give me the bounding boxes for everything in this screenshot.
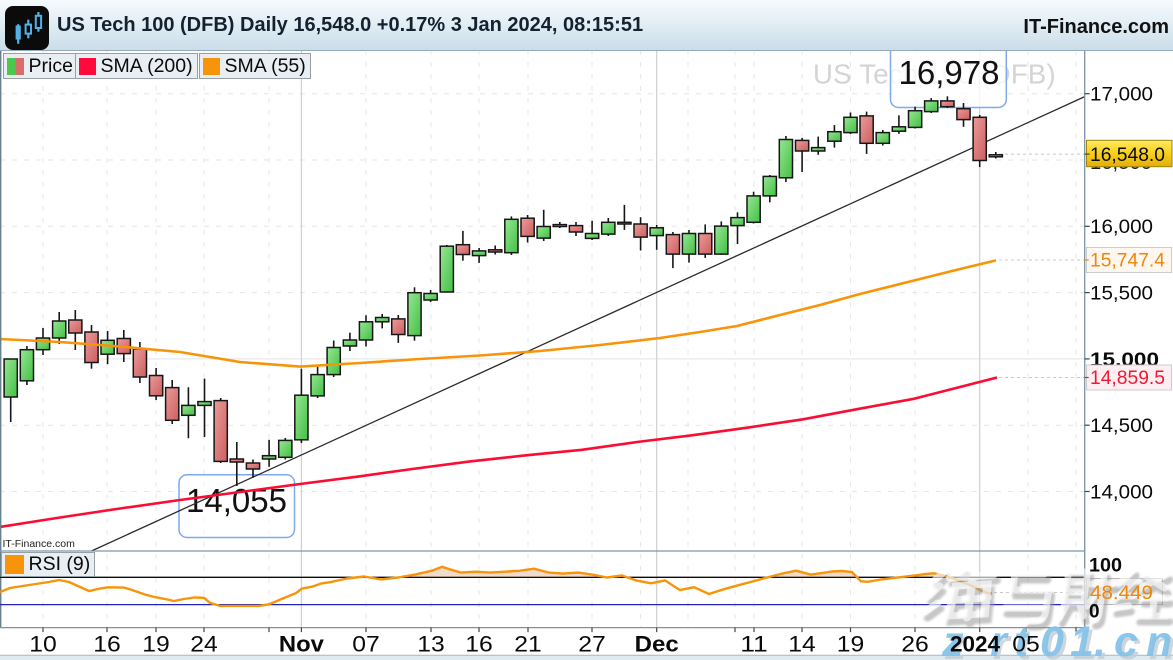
- svg-text:14: 14: [788, 632, 816, 657]
- svg-text:Dec: Dec: [635, 632, 679, 657]
- svg-text:19: 19: [142, 632, 170, 657]
- svg-text:21: 21: [514, 632, 542, 657]
- svg-text:10: 10: [29, 632, 57, 657]
- svg-text:16,548.0: 16,548.0: [1090, 145, 1165, 166]
- svg-text:100: 100: [1089, 556, 1122, 577]
- svg-text:14,000: 14,000: [1090, 482, 1153, 503]
- svg-text:0: 0: [1040, 618, 1064, 660]
- svg-text:24: 24: [190, 632, 218, 657]
- svg-text:11: 11: [740, 632, 768, 657]
- svg-text:0: 0: [1043, 621, 1067, 660]
- svg-text:27: 27: [578, 632, 606, 657]
- svg-text:16: 16: [93, 632, 121, 657]
- svg-text:1: 1: [1070, 618, 1094, 660]
- svg-text:t: t: [1017, 621, 1033, 660]
- svg-text:n: n: [1146, 618, 1172, 660]
- svg-text:n: n: [1149, 621, 1173, 660]
- svg-text:26: 26: [901, 632, 929, 657]
- svg-text:2024: 2024: [950, 632, 1001, 657]
- svg-text:c: c: [1117, 621, 1141, 660]
- svg-text:1: 1: [1073, 621, 1097, 660]
- svg-text:IT-Finance.com: IT-Finance.com: [3, 538, 76, 550]
- svg-text:c: c: [1114, 618, 1138, 660]
- svg-text:15,747.4: 15,747.4: [1090, 251, 1165, 272]
- svg-text:16: 16: [465, 632, 493, 657]
- svg-text:0: 0: [1089, 602, 1100, 623]
- svg-text:.: .: [1097, 621, 1109, 660]
- svg-text:16,978: 16,978: [899, 54, 1000, 91]
- svg-text:16,000: 16,000: [1090, 217, 1153, 238]
- svg-text:48.449: 48.449: [1090, 583, 1153, 604]
- svg-text:r: r: [993, 621, 1012, 660]
- svg-text:05: 05: [1012, 632, 1040, 657]
- svg-text:13: 13: [417, 632, 445, 657]
- svg-text:14,500: 14,500: [1090, 416, 1153, 437]
- svg-text:15,500: 15,500: [1090, 284, 1153, 305]
- svg-text:t: t: [1014, 618, 1030, 660]
- svg-text:r: r: [990, 618, 1009, 660]
- svg-text:Nov: Nov: [279, 632, 325, 657]
- svg-text:17,000: 17,000: [1090, 85, 1153, 106]
- svg-text:07: 07: [352, 632, 380, 657]
- svg-text:z: z: [944, 621, 967, 660]
- svg-text:.: .: [1094, 618, 1106, 660]
- svg-text:z: z: [941, 618, 964, 660]
- svg-text:19: 19: [837, 632, 865, 657]
- svg-text:14,859.5: 14,859.5: [1090, 368, 1165, 389]
